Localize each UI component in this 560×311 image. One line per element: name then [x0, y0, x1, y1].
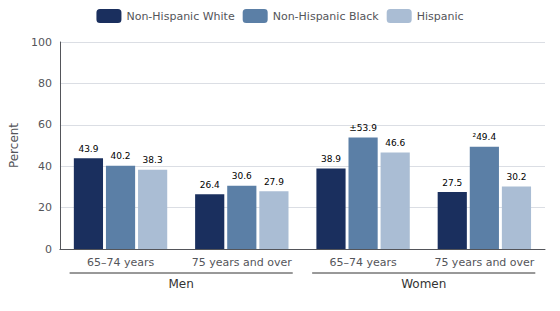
svg-text:0: 0	[45, 243, 52, 256]
svg-text:38.9: 38.9	[321, 154, 341, 164]
svg-text:65–74 years: 65–74 years	[87, 256, 155, 269]
svg-text:Women: Women	[401, 277, 446, 291]
svg-text:75 years and over: 75 years and over	[192, 256, 292, 269]
svg-text:40: 40	[38, 160, 52, 173]
svg-text:Non-Hispanic White: Non-Hispanic White	[126, 10, 234, 23]
svg-text:40.2: 40.2	[111, 151, 131, 161]
svg-text:43.9: 43.9	[78, 144, 98, 154]
svg-text:46.6: 46.6	[385, 138, 405, 148]
svg-text:Hispanic: Hispanic	[417, 10, 464, 23]
svg-text:27.9: 27.9	[264, 177, 284, 187]
svg-text:Percent: Percent	[7, 123, 21, 168]
svg-text:80: 80	[38, 77, 52, 90]
svg-text:75 years and over: 75 years and over	[434, 256, 534, 269]
svg-text:60: 60	[38, 118, 52, 131]
svg-text:27.5: 27.5	[442, 178, 462, 188]
svg-text:100: 100	[31, 36, 52, 49]
svg-text:²49.4: ²49.4	[473, 132, 497, 142]
svg-text:Men: Men	[168, 277, 193, 291]
svg-text:38.3: 38.3	[143, 155, 163, 165]
svg-text:30.2: 30.2	[506, 172, 526, 182]
svg-text:20: 20	[38, 201, 52, 214]
svg-text:26.4: 26.4	[200, 180, 220, 190]
svg-text:30.6: 30.6	[232, 171, 252, 181]
svg-text:±53.9: ±53.9	[349, 123, 377, 133]
svg-text:65–74 years: 65–74 years	[329, 256, 397, 269]
svg-text:Non-Hispanic Black: Non-Hispanic Black	[273, 10, 380, 23]
